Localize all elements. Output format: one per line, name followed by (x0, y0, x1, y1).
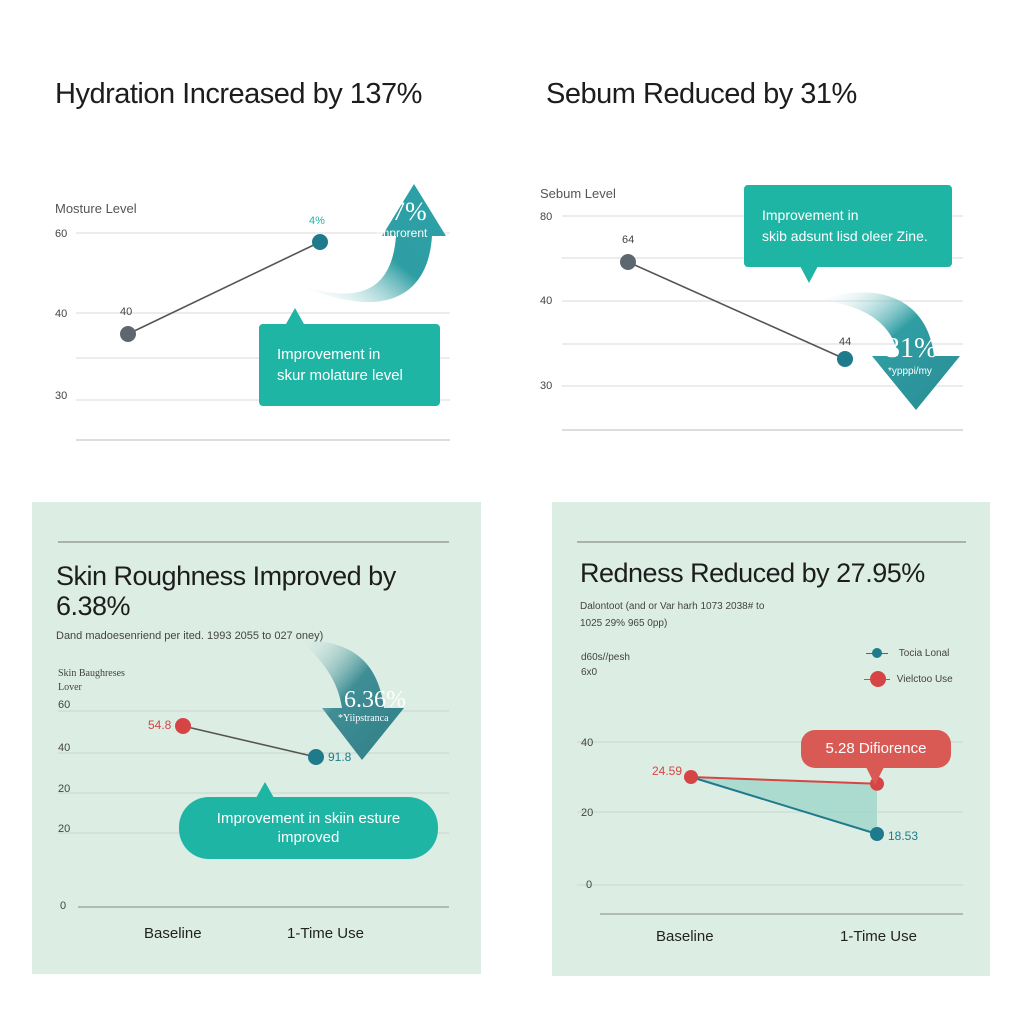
callout-line: Improvement in skiin esture (216, 810, 401, 827)
data-label: 24.59 (652, 764, 683, 778)
callout-box: 5.28 Difiorence (801, 730, 951, 768)
x-tick: 1-Time Use (287, 925, 364, 942)
legend-item: Vielctoo Use (864, 670, 953, 687)
data-point (837, 351, 853, 367)
data-label: 54.8 (148, 718, 172, 732)
y-axis-label-line: Skin Baughreses (58, 668, 125, 679)
chart-subtitle: Dand madoesenriend per ited. 1993 2055 t… (56, 630, 324, 642)
callout-line: improved (277, 829, 340, 846)
badge-label: *Yiipstranca (338, 713, 389, 724)
y-tick: 40 (540, 295, 553, 307)
callout-pointer (800, 266, 818, 283)
callout-line: skur molature level (277, 367, 403, 384)
down-arrow-badge (820, 292, 960, 410)
y-tick: 80 (540, 211, 553, 223)
data-label: 4% (309, 215, 325, 227)
y-tick: 20 (58, 823, 71, 835)
chart-title: Skin Roughness Improved by 6.38% (56, 561, 396, 621)
y-axis-label: d60s//pesh 6x0 (581, 650, 630, 680)
y-axis-label-line: d60s//pesh (581, 652, 630, 663)
legend-swatch (866, 647, 888, 658)
y-tick: 60 (58, 699, 71, 711)
data-label: 40 (120, 306, 133, 318)
data-point (120, 326, 136, 342)
y-tick: 40 (581, 737, 594, 749)
badge-label: *ypppi/my (888, 366, 932, 377)
y-axis-label-line: Lover (58, 682, 82, 693)
chart-subtitle: Dalontoot (and or Var harh 1073 2038# to… (580, 598, 764, 632)
chart-subtitle-line: Dalontoot (and or Var harh 1073 2038# to (580, 601, 765, 612)
callout-pointer (286, 308, 304, 324)
x-tick: Baseline (656, 928, 714, 945)
chart-title: Redness Reduced by 27.95% (580, 558, 925, 588)
data-label: 18.53 (888, 829, 919, 843)
up-arrow-badge (300, 184, 446, 303)
x-tick: Baseline (144, 925, 202, 942)
chart-title: Sebum Reduced by 31% (546, 78, 857, 110)
series-line-red (690, 776, 878, 785)
series-line (127, 241, 321, 335)
data-label: 91.8 (328, 750, 352, 764)
chart-subtitle-line: 1025 29% 965 0pp) (580, 618, 668, 629)
y-tick: 30 (55, 390, 68, 402)
y-tick: 0 (60, 900, 67, 912)
badge-label: Improrent (376, 226, 428, 240)
series-line (182, 725, 317, 758)
series-line-teal (690, 776, 878, 835)
callout-line: Improvement in (277, 346, 381, 363)
legend-label: Vielctoo Use (896, 674, 953, 685)
series-line (627, 261, 846, 360)
badge-value: 137% (366, 197, 427, 226)
data-label: 64 (622, 234, 635, 246)
callout-box: Improvement in skiin esture improved (179, 797, 438, 859)
y-tick: 30 (540, 380, 553, 392)
data-point (175, 718, 191, 734)
callout-box: Improvement in skib adsunt lisd oleer Zi… (744, 185, 952, 267)
y-axis-label: Sebum Level (540, 186, 616, 201)
badge-value: 6.36% (344, 687, 406, 713)
callout-pointer (866, 767, 884, 785)
callout-line: skib adsunt lisd oleer Zine. (762, 228, 928, 244)
y-axis-label-line: 6x0 (581, 667, 598, 678)
y-tick: 40 (58, 742, 71, 754)
data-point (684, 770, 698, 784)
data-point (620, 254, 636, 270)
y-tick: 20 (58, 783, 71, 795)
y-axis-label: Mosture Level (55, 201, 137, 216)
y-tick: 60 (55, 228, 68, 240)
legend-swatch (864, 670, 890, 687)
callout-box: Improvement in skur molature level (259, 324, 440, 406)
badge-value: 31% (886, 333, 938, 364)
legend-item: Tocia Lonal (866, 647, 950, 659)
chart-title-line: 6.38% (56, 591, 131, 621)
x-tick: 1-Time Use (840, 928, 917, 945)
data-label: 44 (839, 336, 852, 348)
down-arrow-badge (300, 640, 404, 760)
data-point (312, 234, 328, 250)
chart-title-line: Skin Roughness Improved by (56, 561, 396, 591)
chart-roughness-panel (32, 502, 481, 974)
data-point (870, 827, 884, 841)
callout-line: Improvement in (762, 207, 859, 223)
legend-label: Tocia Lonal (898, 648, 950, 659)
callout-pointer (256, 782, 274, 798)
y-tick: 40 (55, 308, 68, 320)
y-axis-label: Skin Baughreses Lover (58, 667, 125, 695)
chart-title: Hydration Increased by 137% (55, 78, 422, 110)
y-tick: 20 (581, 807, 594, 819)
y-tick: 0 (586, 879, 593, 891)
data-point (308, 749, 324, 765)
